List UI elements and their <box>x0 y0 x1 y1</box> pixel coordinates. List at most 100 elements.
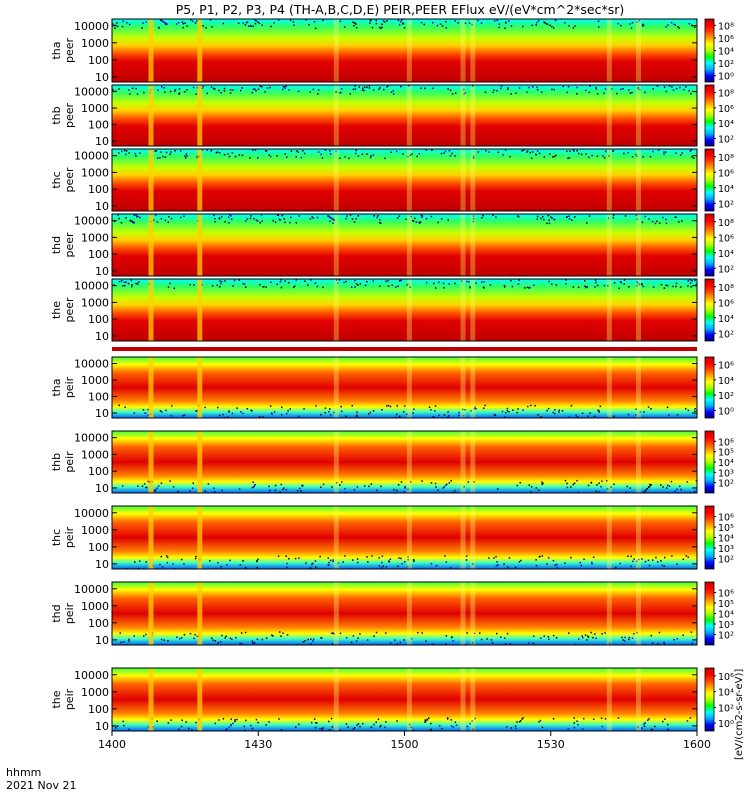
colorbar <box>704 213 715 277</box>
enhancement-streak <box>460 668 466 731</box>
y-tick-label: 10 <box>95 265 109 278</box>
colorbar-tick-label: 10⁵ <box>718 599 734 610</box>
enhancement-streak <box>460 506 466 569</box>
colorbar-tick-label: 10⁶ <box>718 233 734 244</box>
colorbar-tick-label: 10³ <box>718 468 734 479</box>
colorbar-tick-label: 10⁶ <box>718 104 734 115</box>
colorbar-tick-label: 10⁵ <box>718 523 734 534</box>
enhancement-streak <box>406 506 412 569</box>
colorbar-tick-label: 10⁴ <box>718 534 734 545</box>
enhancement-streak <box>606 149 612 211</box>
enhancement-streak <box>406 279 412 341</box>
y-tick-label: 10000 <box>74 583 109 596</box>
enhancement-streak <box>460 19 466 82</box>
y-tick-label: 10 <box>95 71 109 84</box>
enhancement-streak <box>460 149 466 211</box>
spectrogram-band <box>112 668 697 731</box>
colorbar-tick-label: 10² <box>718 264 734 275</box>
y-tick-label: 1000 <box>81 686 109 699</box>
panel-label: thapeer <box>50 38 76 64</box>
colorbar-tick-label: 10⁴ <box>718 119 734 130</box>
y-tick-label: 10 <box>95 634 109 647</box>
y-tick-label: 100 <box>88 617 109 630</box>
time-axis: 1400 1430 1500 1530 1600 <box>98 731 711 751</box>
colorbar <box>704 505 715 570</box>
colorbar <box>704 430 715 494</box>
enhancement-streak <box>606 357 612 418</box>
x-tick-label: 1600 <box>683 738 711 751</box>
enhancement-streak <box>460 357 466 418</box>
enhancement-streak <box>333 85 339 146</box>
y-tick-label: 1000 <box>81 374 109 387</box>
y-tick-label: 100 <box>88 313 109 326</box>
enhancement-streak <box>470 431 476 493</box>
colorbar-tick-label: 10⁶ <box>718 589 734 600</box>
colorbar-tick-label: 10⁶ <box>718 298 734 309</box>
y-tick-label: 10000 <box>74 432 109 445</box>
enhancement-streak <box>148 214 154 276</box>
enhancement-streak <box>148 279 154 341</box>
panel-label: thepeir <box>50 688 76 710</box>
y-tick-label: 100 <box>88 703 109 716</box>
colorbar-tick-label: 10⁶ <box>718 168 734 179</box>
colorbar-tick-label: 10⁸ <box>718 218 734 229</box>
colorbar-tick-label: 10⁰ <box>718 719 734 730</box>
group-separator <box>112 347 697 351</box>
y-tick-label: 1000 <box>81 448 109 461</box>
panel-label: thdpeer <box>50 232 76 258</box>
x-tick-label: 1500 <box>391 738 419 751</box>
enhancement-streak <box>406 431 412 493</box>
x-tick-label: 1400 <box>98 738 126 751</box>
colorbar-tick-label: 10⁴ <box>718 314 734 325</box>
colorbar-tick-label: 10³ <box>718 544 734 555</box>
enhancement-streak <box>606 431 612 493</box>
y-tick-label: 100 <box>88 119 109 132</box>
colorbar <box>704 667 715 732</box>
y-tick-label: 100 <box>88 391 109 404</box>
enhancement-streak <box>470 668 476 731</box>
colorbar-tick-label: 10⁴ <box>718 184 734 195</box>
enhancement-streak <box>333 668 339 731</box>
x-axis-label-date: 2021 Nov 21 <box>6 779 76 792</box>
enhancement-streak <box>460 279 466 341</box>
colorbar-tick-label: 10² <box>718 199 734 210</box>
enhancement-streak <box>148 19 154 82</box>
enhancement-streak <box>460 431 466 493</box>
panel-label: thcpeir <box>50 526 76 548</box>
y-tick-label: 10000 <box>74 358 109 371</box>
enhancement-streak <box>470 214 476 276</box>
panel-thc-peer: 10 100 1000 10000 thcpeer 10² 10⁴ 10⁶ 10⁸ <box>50 148 734 213</box>
enhancement-streak <box>606 582 612 645</box>
enhancement-streak <box>406 668 412 731</box>
enhancement-streak <box>606 19 612 82</box>
enhancement-streak <box>197 506 203 569</box>
enhancement-streak <box>606 214 612 276</box>
y-tick-label: 10 <box>95 558 109 571</box>
spectrogram-panels: 10 100 1000 10000 thapeer 10⁰ 10² 10⁴ 10⁶ 10⁸ 10 10… <box>50 18 745 760</box>
enhancement-streak <box>470 85 476 146</box>
colorbar-tick-label: 10⁶ <box>718 672 734 683</box>
enhancement-streak <box>197 279 203 341</box>
colorbar-label: [eV/(cm2-s-sr-eV)] <box>734 669 745 760</box>
colorbar <box>704 581 715 646</box>
enhancement-streak <box>636 279 641 341</box>
enhancement-streak <box>636 214 641 276</box>
enhancement-streak <box>333 214 339 276</box>
enhancement-streak <box>148 149 154 211</box>
enhancement-streak <box>197 357 203 418</box>
chart-title: P5, P1, P2, P3, P4 (TH-A,B,C,D,E) PEIR,P… <box>176 2 625 17</box>
colorbar-tick-label: 10⁴ <box>718 610 734 621</box>
y-tick-label: 10000 <box>74 150 109 163</box>
y-tick-label: 1000 <box>81 296 109 309</box>
enhancement-streak <box>636 149 641 211</box>
spectrogram-band <box>112 85 697 146</box>
y-tick-label: 10 <box>95 330 109 343</box>
y-tick-label: 10 <box>95 720 109 733</box>
enhancement-streak <box>148 357 154 418</box>
enhancement-streak <box>636 357 641 418</box>
enhancement-streak <box>148 85 154 146</box>
enhancement-streak <box>406 85 412 146</box>
